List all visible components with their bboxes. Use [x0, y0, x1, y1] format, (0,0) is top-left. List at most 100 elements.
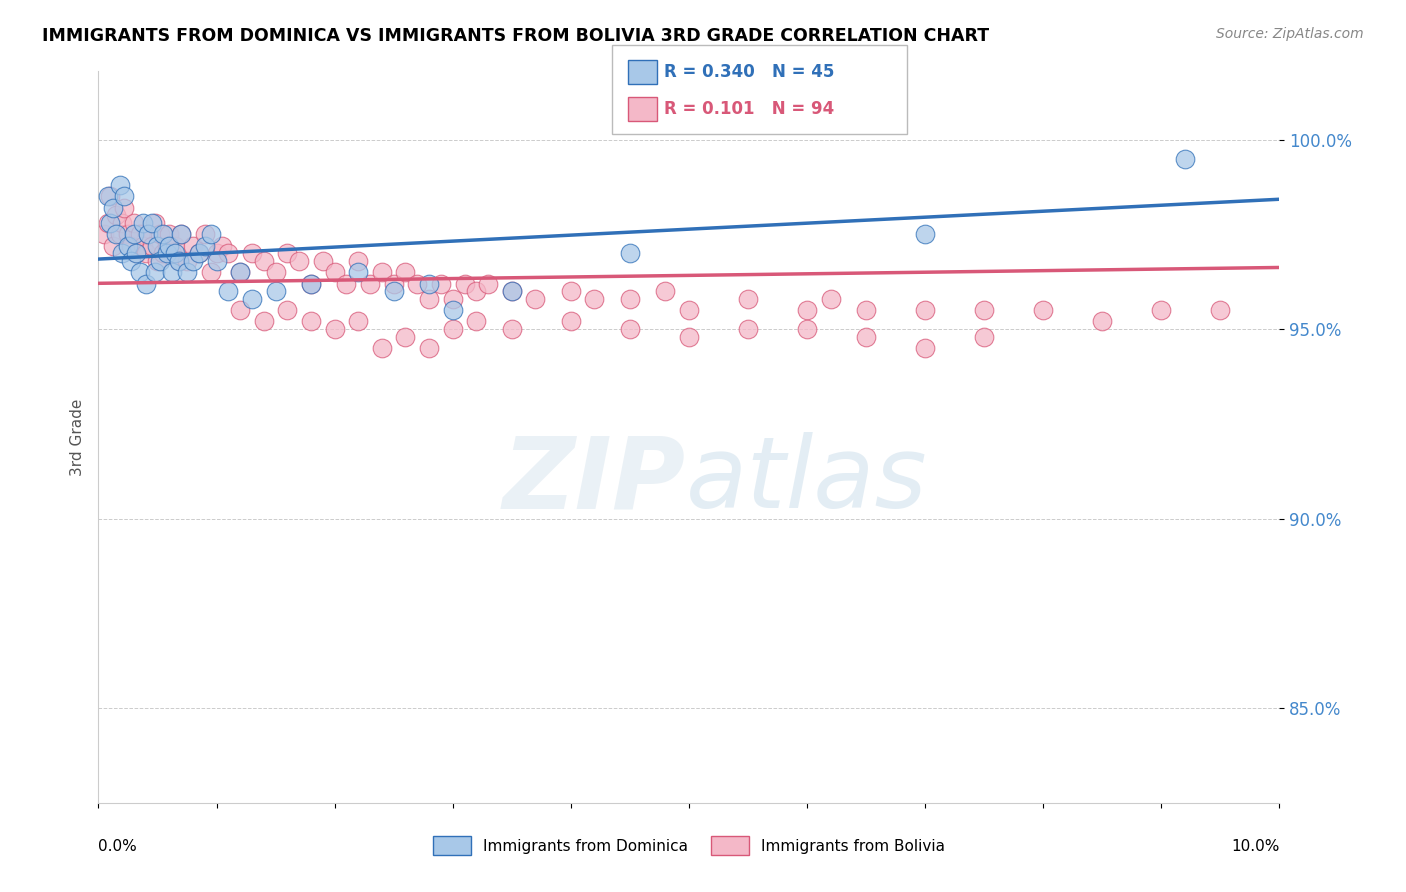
Point: [465, 314, 488, 328]
Point: [855, 329, 877, 343]
Point: [157, 238, 180, 252]
Point: [1174, 152, 1197, 166]
Point: [394, 329, 416, 343]
Point: [152, 246, 174, 260]
Point: [105, 227, 128, 242]
Point: [1209, 303, 1232, 318]
Point: [382, 284, 405, 298]
Point: [371, 265, 394, 279]
Point: [176, 265, 198, 279]
Point: [149, 253, 172, 268]
Point: [143, 265, 166, 279]
Text: R = 0.340   N = 45: R = 0.340 N = 45: [664, 63, 834, 81]
Point: [205, 246, 228, 260]
Point: [205, 253, 228, 268]
Point: [122, 227, 145, 242]
Point: [111, 246, 134, 260]
Point: [141, 238, 163, 252]
Point: [619, 246, 641, 260]
Text: 10.0%: 10.0%: [1232, 839, 1279, 855]
Point: [97, 216, 120, 230]
Point: [136, 227, 159, 242]
Point: [108, 178, 131, 192]
Point: [229, 265, 252, 279]
Point: [973, 329, 995, 343]
Point: [619, 322, 641, 336]
Point: [194, 227, 217, 242]
Point: [323, 265, 346, 279]
Point: [418, 292, 440, 306]
Point: [737, 322, 759, 336]
Point: [312, 253, 335, 268]
Point: [194, 238, 217, 252]
Point: [264, 265, 287, 279]
Point: [276, 303, 298, 318]
Point: [128, 227, 150, 242]
Point: [501, 284, 523, 298]
Point: [160, 265, 183, 279]
Point: [560, 284, 582, 298]
Point: [160, 246, 183, 260]
Point: [501, 284, 523, 298]
Point: [359, 277, 381, 291]
Point: [1150, 303, 1173, 318]
Point: [914, 227, 936, 242]
Point: [128, 265, 150, 279]
Point: [112, 201, 135, 215]
Point: [465, 284, 488, 298]
Point: [149, 227, 172, 242]
Point: [105, 208, 128, 222]
Point: [200, 227, 222, 242]
Text: IMMIGRANTS FROM DOMINICA VS IMMIGRANTS FROM BOLIVIA 3RD GRADE CORRELATION CHART: IMMIGRANTS FROM DOMINICA VS IMMIGRANTS F…: [42, 27, 990, 45]
Point: [253, 314, 276, 328]
Point: [135, 277, 157, 291]
Point: [276, 246, 298, 260]
Point: [108, 227, 131, 242]
Point: [121, 253, 143, 268]
Point: [796, 322, 818, 336]
Point: [264, 284, 287, 298]
Point: [678, 329, 700, 343]
Point: [820, 292, 842, 306]
Point: [323, 322, 346, 336]
Point: [217, 284, 239, 298]
Text: Source: ZipAtlas.com: Source: ZipAtlas.com: [1216, 27, 1364, 41]
Point: [418, 341, 440, 355]
Point: [125, 246, 148, 260]
Point: [132, 216, 155, 230]
Point: [240, 246, 263, 260]
Point: [101, 238, 124, 252]
Text: 0.0%: 0.0%: [98, 839, 138, 855]
Point: [347, 314, 370, 328]
Point: [240, 292, 263, 306]
Point: [524, 292, 547, 306]
Point: [141, 216, 163, 230]
Point: [229, 265, 252, 279]
Point: [394, 265, 416, 279]
Point: [165, 238, 187, 252]
Point: [406, 277, 429, 291]
Point: [299, 277, 322, 291]
Point: [98, 216, 121, 230]
Point: [347, 265, 370, 279]
Point: [299, 314, 322, 328]
Point: [98, 189, 121, 203]
Point: [453, 277, 475, 291]
Point: [335, 277, 357, 291]
Point: [347, 253, 370, 268]
Point: [170, 227, 193, 242]
Point: [167, 253, 190, 268]
Point: [122, 216, 145, 230]
Point: [135, 246, 157, 260]
Point: [1032, 303, 1054, 318]
Legend: Immigrants from Dominica, Immigrants from Bolivia: Immigrants from Dominica, Immigrants fro…: [426, 830, 952, 861]
Point: [187, 246, 209, 260]
Point: [560, 314, 582, 328]
Point: [167, 253, 190, 268]
Point: [93, 227, 115, 242]
Point: [288, 253, 311, 268]
Point: [146, 238, 169, 252]
Point: [146, 253, 169, 268]
Point: [477, 277, 499, 291]
Point: [121, 238, 143, 252]
